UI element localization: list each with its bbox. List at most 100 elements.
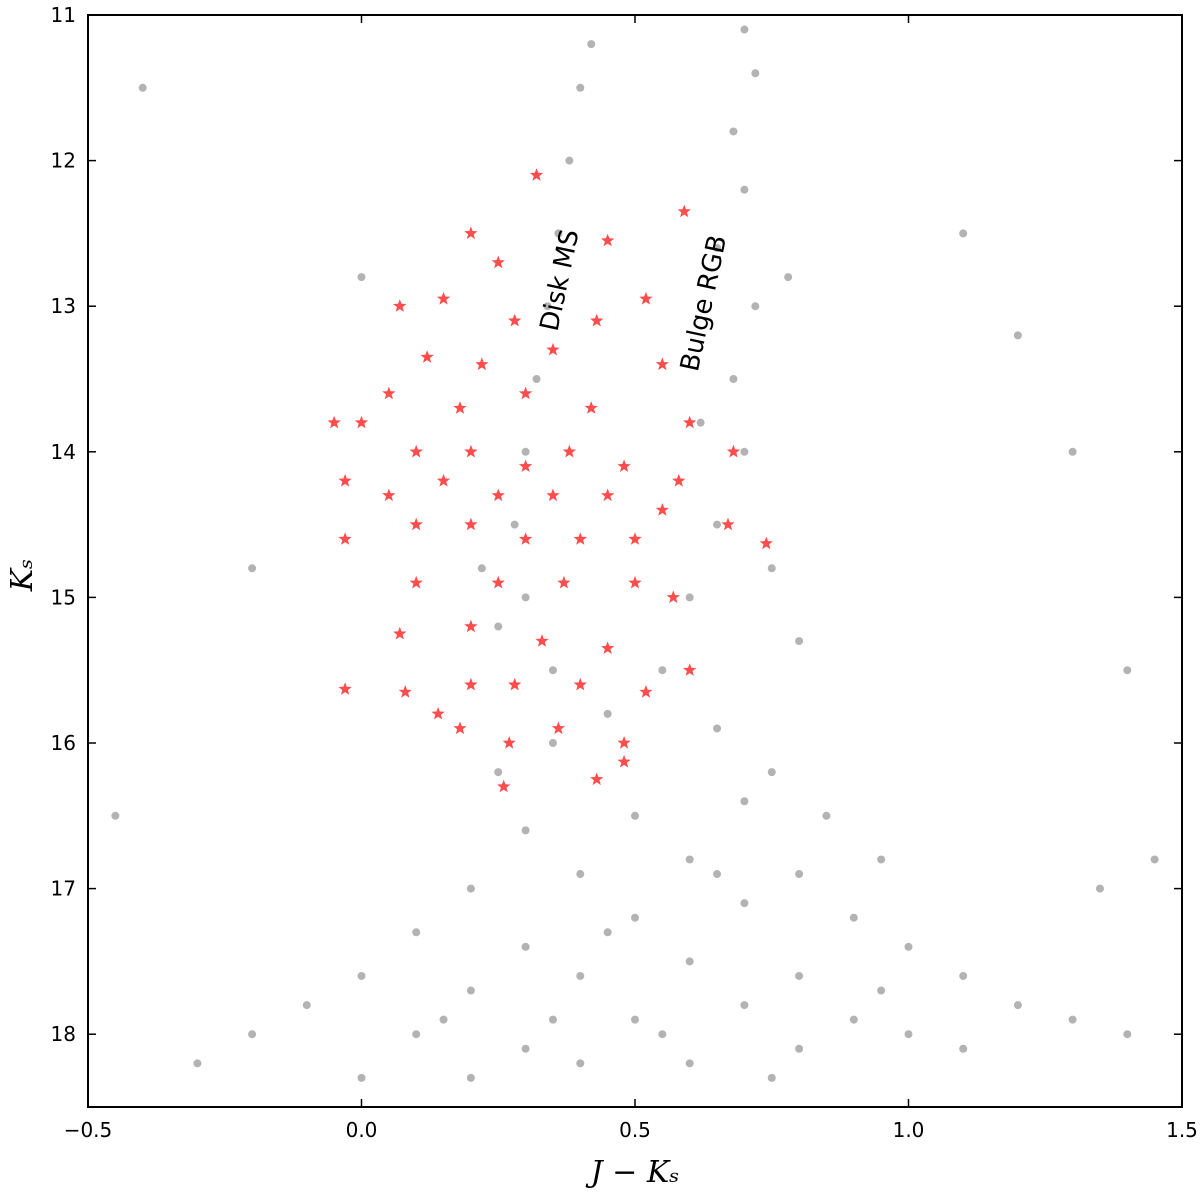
star-point [338, 532, 352, 545]
star-point [529, 168, 544, 181]
dot-point [696, 418, 705, 427]
dot-point [576, 83, 585, 92]
dot-point [548, 739, 557, 747]
dot-point [631, 913, 639, 922]
dot-point [767, 768, 776, 777]
star-point [721, 517, 735, 531]
y-tick-label: 15 [51, 585, 76, 609]
star-point [655, 503, 669, 516]
dot-point [877, 855, 886, 864]
dot-point [713, 870, 722, 879]
dot-point [565, 156, 574, 165]
dot-point [466, 1073, 475, 1082]
star-point [453, 401, 467, 414]
star-point [601, 233, 615, 247]
star-point [497, 779, 511, 793]
dot-point [521, 942, 530, 951]
dot-point [302, 1001, 311, 1010]
dot-point [494, 768, 503, 777]
dot-point [1150, 855, 1159, 864]
star-point [759, 536, 773, 550]
star-point [491, 488, 505, 502]
dot-point [603, 709, 612, 718]
dot-point [729, 375, 738, 383]
star-point [327, 415, 341, 429]
star-point [551, 721, 566, 735]
dot-point [532, 375, 541, 383]
x-axis-label: J − Kₛ [585, 1155, 680, 1190]
star-point [431, 706, 445, 720]
dot-point [685, 957, 694, 966]
star-point [491, 575, 505, 589]
dot-point [658, 666, 667, 675]
y-axis-label: Kₛ [5, 559, 40, 593]
star-point [354, 415, 369, 429]
dot-point [466, 986, 475, 995]
star-point [628, 575, 642, 589]
dot-point [477, 564, 486, 573]
dot-point [603, 928, 612, 937]
dot-point [248, 564, 257, 573]
dot-point [767, 564, 776, 573]
dot-point [740, 447, 749, 456]
dot-point [751, 69, 760, 78]
dot-point [193, 1059, 202, 1068]
dot-point [111, 811, 120, 820]
star-point [639, 685, 653, 698]
dot-point [1068, 1015, 1077, 1024]
dot-point [877, 986, 886, 995]
dot-point [631, 1015, 639, 1024]
y-tick-label: 13 [51, 294, 76, 318]
star-point [464, 619, 478, 633]
dot-point [795, 637, 804, 646]
dot-point [510, 520, 519, 529]
star-point [601, 641, 615, 654]
star-point [398, 685, 412, 698]
star-point [508, 313, 522, 327]
dot-point [521, 826, 530, 835]
dot-point [412, 928, 421, 937]
dot-point [548, 1015, 557, 1024]
dot-point [357, 1073, 366, 1082]
star-point [436, 291, 451, 305]
star-point [573, 532, 587, 545]
star-point [491, 255, 505, 269]
dot-point [685, 1059, 694, 1068]
star-point [584, 401, 598, 414]
star-point [655, 357, 669, 371]
star-point [518, 532, 533, 545]
dot-point [740, 185, 749, 194]
star-point [464, 677, 478, 691]
star-point [338, 682, 352, 695]
star-point [617, 754, 631, 768]
dot-point [904, 942, 913, 951]
star-point [453, 721, 467, 735]
dot-point [729, 127, 738, 136]
dot-point [357, 971, 366, 980]
dot-point [795, 1044, 804, 1053]
dot-point [357, 273, 366, 282]
dot-point [1013, 331, 1022, 340]
star-point [557, 575, 571, 589]
dot-point [494, 622, 503, 631]
star-point [683, 663, 697, 676]
dot-point [521, 447, 530, 456]
dot-point [713, 520, 722, 529]
star-point [518, 386, 533, 400]
dot-point [767, 1073, 776, 1082]
star-point [546, 342, 560, 356]
dot-point [543, 302, 552, 311]
dot-point [1013, 1001, 1022, 1010]
dot-point [740, 899, 749, 908]
dot-point [466, 884, 475, 893]
star-point [726, 444, 741, 458]
star-point [409, 575, 423, 589]
star-point [338, 473, 352, 487]
dot-point [248, 1030, 257, 1039]
plot-frame [87, 14, 1183, 1108]
star-point [617, 736, 631, 749]
star-point [393, 299, 407, 312]
dot-point [554, 229, 563, 238]
dot-point [576, 870, 585, 879]
